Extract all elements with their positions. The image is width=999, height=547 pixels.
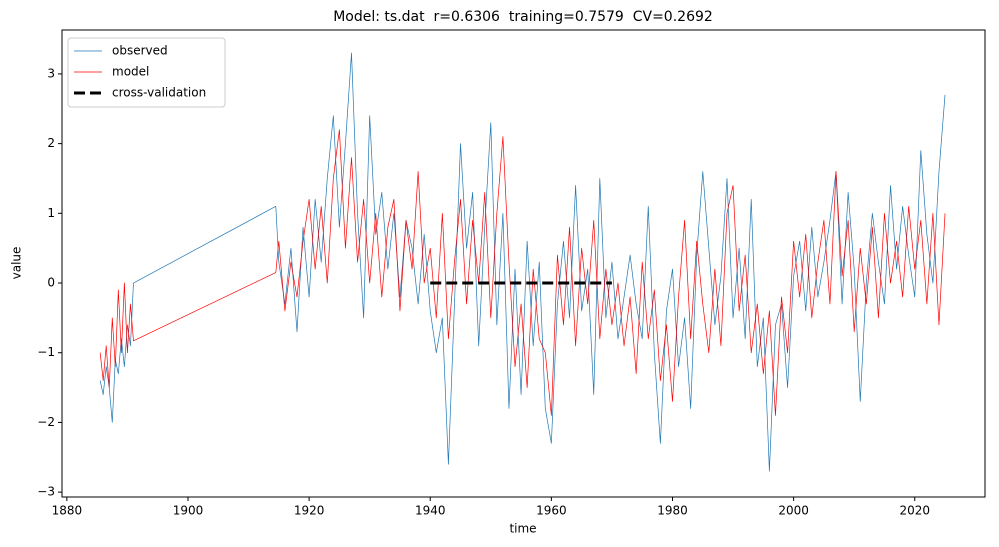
x-tick-label: 1900 [173, 504, 204, 518]
x-tick-label: 1940 [415, 504, 446, 518]
y-tick-label: 1 [47, 206, 55, 220]
series-line [99, 52, 946, 472]
y-tick-label: 3 [47, 66, 55, 80]
series-line [99, 129, 946, 416]
x-tick-label: 2000 [778, 504, 809, 518]
x-tick-label: 1920 [294, 504, 325, 518]
legend-box [67, 37, 226, 108]
y-tick-label: −2 [37, 415, 55, 429]
y-tick-label: −3 [37, 485, 55, 499]
x-tick-label: 1980 [657, 504, 688, 518]
x-tick-label: 2020 [899, 504, 930, 518]
y-tick-label: 2 [47, 136, 55, 150]
legend-label: model [112, 65, 149, 79]
legend-label: observed [112, 44, 168, 58]
y-tick-label: −1 [37, 345, 55, 359]
x-tick-label: 1960 [536, 504, 567, 518]
y-tick-label: 0 [47, 276, 55, 290]
x-tick-label: 1880 [52, 504, 83, 518]
y-axis-label: value [10, 247, 24, 280]
legend-label: cross-validation [112, 86, 206, 100]
plot-frame [61, 29, 986, 498]
x-axis-label: time [509, 522, 536, 536]
chart-title: Model: ts.dat r=0.6306 training=0.7579 C… [333, 9, 713, 25]
